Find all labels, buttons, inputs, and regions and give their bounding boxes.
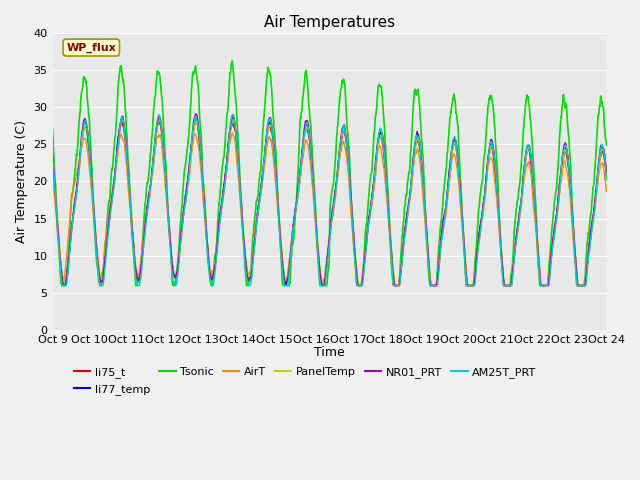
AirT [159, 147, 166, 153]
li77_temp [234, 157, 242, 163]
NR01_PRT [538, 283, 545, 288]
PanelTemp [603, 173, 611, 179]
Tsonic [159, 105, 166, 110]
Tsonic [417, 114, 424, 120]
li75_t [319, 283, 326, 288]
Tsonic [489, 100, 497, 106]
li77_temp [538, 283, 545, 288]
X-axis label: Time: Time [314, 347, 345, 360]
PanelTemp [155, 117, 163, 122]
Legend: li75_t, li77_temp, Tsonic, AirT, PanelTemp, NR01_PRT, AM25T_PRT: li75_t, li77_temp, Tsonic, AirT, PanelTe… [69, 363, 541, 399]
li77_temp [319, 283, 326, 288]
li75_t [603, 175, 611, 180]
li77_temp [603, 172, 611, 178]
Title: Air Temperatures: Air Temperatures [264, 15, 395, 30]
Y-axis label: Air Temperature (C): Air Temperature (C) [15, 120, 28, 243]
li75_t [234, 162, 242, 168]
AM25T_PRT [417, 143, 424, 148]
Tsonic [58, 283, 66, 288]
Tsonic [172, 276, 180, 282]
li77_temp [172, 275, 180, 281]
NR01_PRT [603, 169, 611, 175]
Line: li77_temp: li77_temp [52, 116, 607, 286]
li75_t [172, 275, 180, 280]
AM25T_PRT [235, 164, 243, 169]
Tsonic [235, 144, 243, 149]
Line: NR01_PRT: NR01_PRT [52, 114, 607, 286]
AM25T_PRT [489, 144, 497, 150]
AirT [538, 283, 545, 288]
li77_temp [159, 133, 166, 139]
Tsonic [538, 283, 545, 288]
li75_t [489, 147, 497, 153]
AM25T_PRT [159, 137, 166, 143]
AM25T_PRT [229, 112, 237, 118]
Line: AirT: AirT [52, 133, 607, 286]
NR01_PRT [192, 111, 200, 117]
li75_t [192, 116, 200, 122]
NR01_PRT [417, 143, 424, 149]
NR01_PRT [172, 273, 180, 279]
Tsonic [228, 58, 236, 64]
NR01_PRT [49, 150, 56, 156]
PanelTemp [159, 135, 166, 141]
AirT [234, 171, 242, 177]
AM25T_PRT [603, 177, 611, 183]
AM25T_PRT [49, 155, 56, 161]
NR01_PRT [60, 283, 67, 288]
li77_temp [228, 113, 236, 119]
AM25T_PRT [58, 283, 66, 288]
li75_t [417, 148, 424, 154]
Line: li75_t: li75_t [52, 119, 607, 286]
AirT [172, 272, 180, 278]
Tsonic [49, 126, 56, 132]
NR01_PRT [159, 135, 166, 141]
AirT [603, 188, 611, 194]
AirT [417, 160, 424, 166]
Line: AM25T_PRT: AM25T_PRT [52, 115, 607, 286]
AirT [49, 168, 56, 174]
li77_temp [49, 152, 56, 158]
PanelTemp [172, 271, 180, 277]
PanelTemp [489, 144, 497, 150]
AirT [356, 283, 364, 288]
Text: WP_flux: WP_flux [67, 42, 116, 53]
li75_t [538, 283, 545, 288]
NR01_PRT [489, 140, 497, 145]
li77_temp [417, 144, 424, 150]
Line: PanelTemp: PanelTemp [52, 120, 607, 286]
AM25T_PRT [538, 283, 545, 288]
li75_t [159, 137, 166, 143]
li77_temp [489, 142, 497, 148]
AM25T_PRT [172, 283, 180, 288]
PanelTemp [538, 283, 545, 288]
PanelTemp [234, 156, 242, 162]
PanelTemp [49, 148, 56, 154]
Tsonic [603, 142, 611, 148]
NR01_PRT [235, 160, 243, 166]
AirT [228, 131, 236, 136]
AirT [489, 158, 497, 164]
li75_t [49, 154, 56, 160]
Line: Tsonic: Tsonic [52, 61, 607, 286]
PanelTemp [355, 283, 363, 288]
PanelTemp [417, 145, 424, 151]
